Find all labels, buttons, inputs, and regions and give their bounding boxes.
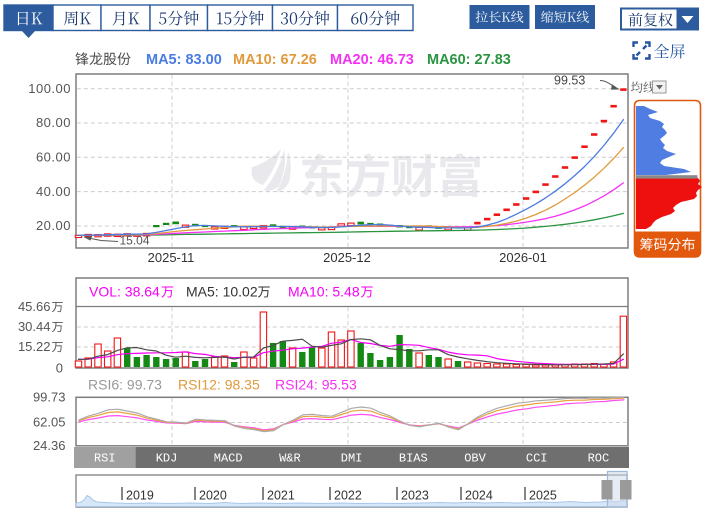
svg-text:RSI12: 98.35: RSI12: 98.35 [178,377,260,393]
svg-text:MA5: 83.00: MA5: 83.00 [146,52,222,68]
svg-text:45.66: 45.66 [18,299,51,314]
svg-text:60.00: 60.00 [36,150,71,165]
svg-text:BIAS: BIAS [399,452,428,466]
svg-text:ROC: ROC [588,452,610,466]
svg-text:MACD: MACD [214,452,243,466]
svg-text:W&R: W&R [279,452,301,466]
svg-text:RSI: RSI [94,452,116,466]
svg-text:0: 0 [56,361,63,376]
svg-text:30.44: 30.44 [18,319,51,334]
svg-text:VOL: 38.64: VOL: 38.64 [89,284,160,300]
svg-text:MA10: 67.26: MA10: 67.26 [233,52,317,68]
svg-text:2019: 2019 [126,489,154,503]
svg-text:99.53: 99.53 [554,74,585,88]
svg-text:2024: 2024 [465,489,493,503]
svg-text:OBV: OBV [464,452,486,466]
svg-text:100.00: 100.00 [28,81,71,96]
svg-text:KDJ: KDJ [156,452,178,466]
svg-text:40.00: 40.00 [36,184,71,199]
svg-text:99.73: 99.73 [33,390,66,405]
svg-text:DMI: DMI [341,452,363,466]
svg-text:2022: 2022 [334,489,362,503]
svg-text:MA20: 46.73: MA20: 46.73 [330,52,414,68]
svg-text:RSI24: 95.53: RSI24: 95.53 [275,377,357,393]
svg-text:2025-12: 2025-12 [323,250,371,265]
svg-text:2021: 2021 [267,489,295,503]
svg-text:2026-01: 2026-01 [499,250,547,265]
svg-text:MA60: 27.83: MA60: 27.83 [427,52,511,68]
svg-text:80.00: 80.00 [36,115,71,130]
svg-text:62.05: 62.05 [33,415,66,430]
svg-text:15.22: 15.22 [18,339,51,354]
svg-text:2023: 2023 [401,489,429,503]
svg-text:MA10: 5.48: MA10: 5.48 [288,284,360,300]
svg-text:2025: 2025 [529,489,557,503]
svg-text:2025-11: 2025-11 [148,250,195,265]
svg-text:CCI: CCI [526,452,548,466]
svg-text:15.04: 15.04 [120,234,150,248]
svg-text:20.00: 20.00 [36,218,71,233]
svg-text:RSI6: 99.73: RSI6: 99.73 [88,377,162,393]
svg-text:MA5: 10.02: MA5: 10.02 [186,284,258,300]
svg-text:2020: 2020 [199,489,227,503]
svg-text:24.36: 24.36 [33,438,66,453]
